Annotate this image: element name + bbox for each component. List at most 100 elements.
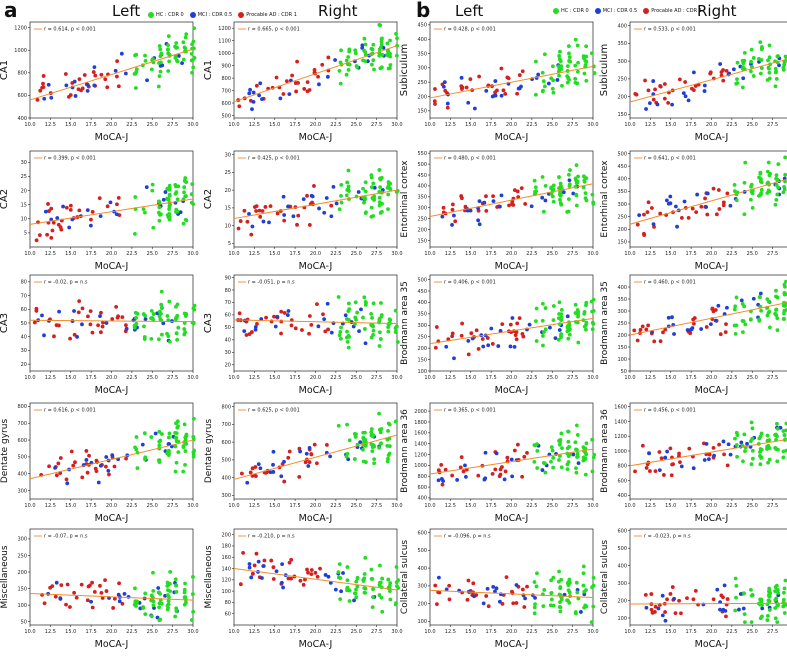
data-point-mci <box>250 107 254 112</box>
data-point-ad <box>466 578 471 583</box>
data-point-hc <box>558 49 562 54</box>
data-point-hc <box>182 595 187 600</box>
data-point-hc <box>174 304 178 309</box>
data-point-hc <box>386 180 391 184</box>
data-point-hc <box>557 54 562 58</box>
data-point-hc <box>765 445 769 449</box>
y-tick-label: 300 <box>417 323 427 329</box>
data-point-hc <box>749 462 754 467</box>
data-point-ad <box>520 69 525 74</box>
data-point-hc <box>191 416 196 421</box>
data-point-ad <box>38 88 43 93</box>
data-point-ad <box>484 194 488 199</box>
data-point-ad <box>485 336 490 340</box>
data-point-mci <box>644 107 648 111</box>
data-point-hc <box>388 318 393 322</box>
y-tick-label: 20 <box>225 363 231 369</box>
x-tick-label: 15.0 <box>65 251 76 257</box>
data-point-hc <box>773 84 778 89</box>
data-point-hc <box>176 325 181 330</box>
data-point-ad <box>658 84 663 88</box>
data-point-ad <box>515 189 520 194</box>
data-point-hc <box>369 62 374 67</box>
data-point-hc <box>750 448 755 453</box>
y-axis-label: CA1 <box>203 60 214 80</box>
data-point-hc <box>355 310 360 315</box>
data-point-mci <box>271 449 276 454</box>
data-point-hc <box>135 466 140 471</box>
regression-line <box>629 302 787 336</box>
data-point-mci <box>493 93 498 98</box>
data-point-hc <box>386 329 391 334</box>
data-point-hc <box>733 436 737 441</box>
data-point-hc <box>760 614 764 619</box>
data-point-ad <box>89 217 93 222</box>
data-point-hc <box>157 44 162 48</box>
data-point-mci <box>113 68 118 73</box>
data-point-ad <box>711 186 716 191</box>
data-point-mci <box>46 82 51 87</box>
y-tick-label: 400 <box>417 184 427 190</box>
data-point-ad <box>634 92 639 97</box>
data-point-hc <box>549 578 554 583</box>
data-point-hc <box>167 595 171 600</box>
data-point-hc <box>149 598 154 603</box>
x-tick-label: 22.5 <box>526 503 537 509</box>
data-point-ad <box>459 333 464 338</box>
data-point-ad <box>73 460 77 465</box>
data-point-hc <box>157 199 162 204</box>
x-tick-label: 15.0 <box>269 375 280 381</box>
data-point-ad <box>460 321 465 326</box>
data-point-hc <box>551 318 556 323</box>
data-point-hc <box>363 189 368 194</box>
data-point-ad <box>307 223 312 227</box>
data-point-mci <box>341 571 345 575</box>
x-tick-label: 10.0 <box>424 122 435 128</box>
data-point-mci <box>247 562 252 566</box>
x-tick-label: 22.5 <box>726 629 737 635</box>
data-point-hc <box>767 76 772 81</box>
data-point-ad <box>80 306 85 311</box>
x-tick-label: 20.0 <box>106 122 117 128</box>
data-point-hc <box>767 43 772 48</box>
data-point-ad <box>461 469 466 474</box>
data-point-ad <box>642 233 647 237</box>
y-tick-label: 200 <box>417 346 427 352</box>
data-point-hc <box>773 202 778 207</box>
data-point-hc <box>156 337 161 342</box>
data-point-ad <box>100 324 105 329</box>
data-point-ad <box>99 590 104 595</box>
data-point-hc <box>183 449 188 453</box>
data-point-hc <box>759 308 763 313</box>
data-point-mci <box>485 586 490 591</box>
y-tick-label: 300 <box>17 537 27 543</box>
data-point-mci <box>681 91 686 96</box>
data-point-hc <box>354 595 359 600</box>
data-point-hc <box>165 331 169 336</box>
data-point-mci <box>527 322 532 327</box>
data-point-ad <box>312 442 317 447</box>
data-point-hc <box>742 432 747 437</box>
y-tick-label: 500 <box>417 162 427 168</box>
data-point-mci <box>253 327 258 332</box>
y-tick-label: 10 <box>21 217 27 223</box>
data-point-mci <box>452 213 456 218</box>
data-point-hc <box>743 322 748 327</box>
data-point-hc <box>534 584 539 589</box>
data-point-hc <box>760 46 764 51</box>
data-point-ad <box>707 452 712 457</box>
data-point-hc <box>592 71 597 75</box>
x-tick-label: 15.0 <box>465 375 476 381</box>
data-point-hc <box>784 55 787 60</box>
data-point-ad <box>500 322 505 327</box>
data-point-hc <box>339 325 343 330</box>
data-point-hc <box>142 337 147 341</box>
chart-entorhinal-cortex-right: 10.012.515.017.520.022.525.027.530.0MoCA… <box>600 150 787 272</box>
chart-ca2-left: 10.0 12.5 15.0 17.5 20.0 22.5 25.0 27.5 30.0MoCA… <box>0 150 199 272</box>
data-point-hc <box>551 465 556 470</box>
regression-line <box>429 183 594 217</box>
data-point-ad <box>46 202 50 206</box>
chart-ca1-left: 10.0 12.5 15.0 17.5 20.0 22.5 25.0 27.5 30.0MoCA… <box>0 21 199 143</box>
data-point-ad <box>111 606 116 610</box>
data-point-hc <box>157 205 162 210</box>
